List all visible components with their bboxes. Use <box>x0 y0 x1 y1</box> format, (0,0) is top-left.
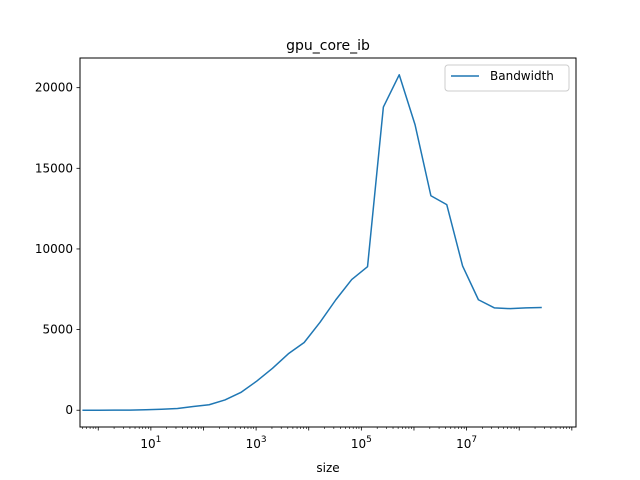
x-tick-label: 105 <box>351 435 372 451</box>
y-tick-label: 5000 <box>42 323 73 337</box>
chart-title: gpu_core_ib <box>286 38 370 54</box>
y-tick-label: 20000 <box>35 81 73 95</box>
x-tick-label: 103 <box>246 435 267 451</box>
plot-layer <box>82 74 542 411</box>
x-axis: 101 103 105 107 <box>82 427 573 451</box>
legend-box <box>444 64 570 92</box>
legend-label: Bandwidth <box>490 69 554 83</box>
axes-frame <box>79 57 577 428</box>
y-tick-label: 10000 <box>35 242 73 256</box>
y-tick-label: 15000 <box>35 161 73 175</box>
y-axis: 0 5000 10000 15000 20000 <box>35 81 80 417</box>
x-tick-label: 107 <box>456 435 477 451</box>
x-axis-label: size <box>316 461 339 475</box>
x-tick-label: 101 <box>140 435 161 451</box>
y-tick-label: 0 <box>65 403 73 417</box>
series-line-0 <box>82 74 542 411</box>
legend: Bandwidth <box>444 64 570 92</box>
